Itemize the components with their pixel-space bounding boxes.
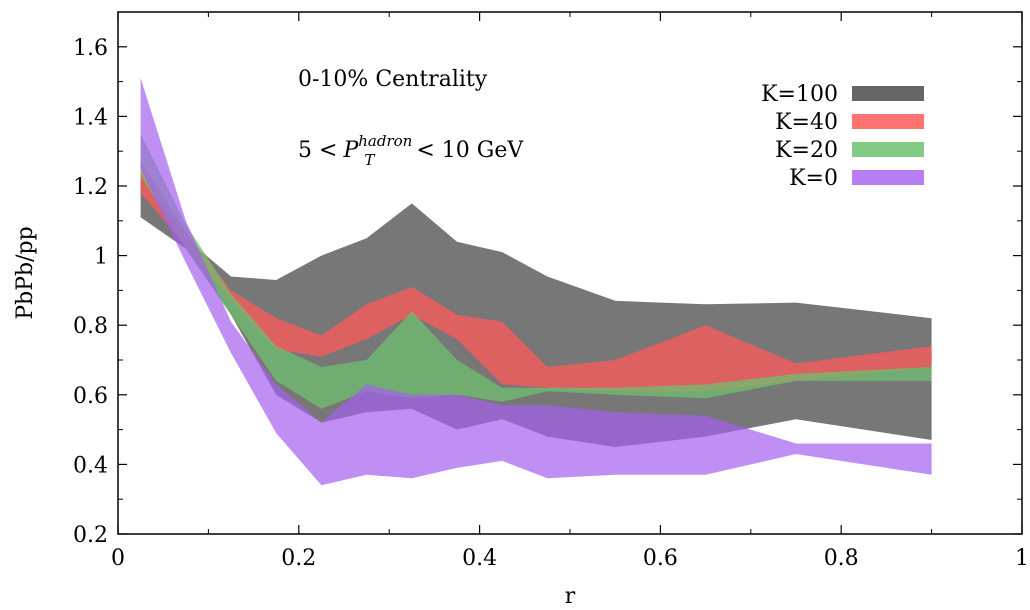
legend-label: K=40 <box>775 110 838 135</box>
y-axis-label: PbPb/pp <box>13 226 38 319</box>
legend-swatch <box>852 86 924 101</box>
x-tick-label: 0.8 <box>824 546 859 571</box>
pt-lo: 5 < <box>298 138 337 163</box>
pt-hi: < 10 GeV <box>416 138 524 163</box>
legend-label: K=100 <box>761 82 838 107</box>
y-tick-label: 0.8 <box>73 314 108 339</box>
legend-swatch <box>852 142 924 157</box>
legend-label: K=20 <box>775 138 838 163</box>
legend-swatch <box>852 170 924 185</box>
band-k-0 <box>140 78 932 486</box>
pt-symbol: P <box>342 138 359 163</box>
pt-superscript: hadron <box>358 132 412 150</box>
y-tick-label: 0.2 <box>73 523 108 548</box>
y-tick-label: 0.4 <box>73 453 108 478</box>
x-tick-label: 1 <box>1015 546 1029 571</box>
y-tick-label: 1 <box>94 245 108 270</box>
band-k-40 <box>140 161 932 392</box>
y-tick-label: 0.6 <box>73 384 108 409</box>
y-tick-label: 1.2 <box>73 175 108 200</box>
legend-label: K=0 <box>789 166 838 191</box>
legend: K=100 K=40 K=20 K=0 <box>761 82 924 191</box>
x-tick-label: 0.2 <box>281 546 316 571</box>
centrality-annotation: 0-10% Centrality <box>298 67 488 92</box>
x-tick-label: 0.4 <box>462 546 497 571</box>
y-tick-label: 1.4 <box>73 105 108 130</box>
bands-layer <box>140 78 932 486</box>
x-tick-label: 0.6 <box>643 546 678 571</box>
ticks-layer: 0 0.2 0.4 0.6 0.8 10.20.40.60.811.21.41.6 <box>73 11 1029 571</box>
x-tick-label: 0 <box>111 546 125 571</box>
pt-subscript: T <box>364 151 375 169</box>
y-tick-label: 1.6 <box>73 36 108 61</box>
legend-swatch <box>852 114 924 129</box>
pt-range-annotation: 5 < Phadron T < 10 GeV <box>298 132 524 169</box>
x-axis-label: r <box>565 584 576 609</box>
